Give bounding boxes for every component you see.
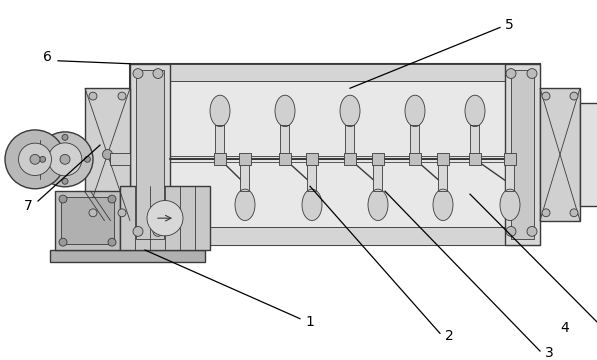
Bar <box>214 153 226 165</box>
Bar <box>110 153 130 165</box>
Circle shape <box>506 69 516 78</box>
Bar <box>279 153 291 165</box>
Bar <box>50 250 205 262</box>
Polygon shape <box>470 125 479 159</box>
Bar <box>50 152 55 167</box>
Circle shape <box>62 178 68 184</box>
Polygon shape <box>281 125 290 159</box>
Bar <box>130 64 540 81</box>
Bar <box>580 103 597 206</box>
Polygon shape <box>346 125 355 159</box>
Circle shape <box>133 226 143 236</box>
Circle shape <box>118 209 126 217</box>
Circle shape <box>506 226 516 236</box>
Text: 5: 5 <box>505 18 514 32</box>
Bar <box>469 153 481 165</box>
Ellipse shape <box>302 189 322 221</box>
Circle shape <box>59 238 67 246</box>
Text: 4: 4 <box>560 321 569 336</box>
Bar <box>130 228 540 245</box>
Circle shape <box>153 226 163 236</box>
Bar <box>540 88 580 221</box>
Circle shape <box>30 154 40 164</box>
Polygon shape <box>411 125 420 159</box>
Text: 1: 1 <box>305 315 314 329</box>
Circle shape <box>89 209 97 217</box>
Bar <box>130 64 540 245</box>
Ellipse shape <box>340 95 360 127</box>
Bar <box>55 191 120 250</box>
Polygon shape <box>506 159 515 191</box>
Bar <box>504 153 516 165</box>
Circle shape <box>5 130 65 189</box>
Ellipse shape <box>500 189 520 221</box>
Circle shape <box>527 69 537 78</box>
Circle shape <box>37 132 93 187</box>
Polygon shape <box>439 159 448 191</box>
Ellipse shape <box>465 95 485 127</box>
Circle shape <box>118 92 126 100</box>
Ellipse shape <box>368 189 388 221</box>
Circle shape <box>89 92 97 100</box>
Circle shape <box>62 134 68 140</box>
Text: 6: 6 <box>43 50 52 64</box>
Circle shape <box>542 209 550 217</box>
Circle shape <box>108 238 116 246</box>
Ellipse shape <box>30 132 50 186</box>
Ellipse shape <box>275 95 295 127</box>
Circle shape <box>103 149 112 159</box>
Circle shape <box>570 92 578 100</box>
Ellipse shape <box>433 189 453 221</box>
Circle shape <box>59 195 67 203</box>
Bar <box>505 64 540 245</box>
Bar <box>409 153 421 165</box>
Bar <box>239 153 251 165</box>
Bar <box>130 64 170 245</box>
Bar <box>511 69 534 239</box>
Polygon shape <box>374 159 383 191</box>
Polygon shape <box>241 159 250 191</box>
Circle shape <box>39 156 45 162</box>
Ellipse shape <box>235 189 255 221</box>
Circle shape <box>542 92 550 100</box>
Ellipse shape <box>405 95 425 127</box>
Circle shape <box>19 143 51 176</box>
Bar <box>437 153 449 165</box>
Text: 2: 2 <box>445 329 454 343</box>
Circle shape <box>527 226 537 236</box>
Text: 3: 3 <box>545 346 554 360</box>
Bar <box>61 197 114 244</box>
Circle shape <box>48 143 82 176</box>
Bar <box>344 153 356 165</box>
Polygon shape <box>307 159 316 191</box>
Circle shape <box>84 156 90 162</box>
Circle shape <box>153 69 163 78</box>
Bar <box>136 69 164 239</box>
Circle shape <box>108 195 116 203</box>
Ellipse shape <box>210 95 230 127</box>
Polygon shape <box>216 125 224 159</box>
Text: 7: 7 <box>24 199 33 213</box>
Circle shape <box>60 154 70 164</box>
Bar <box>170 81 505 228</box>
Bar <box>85 88 130 221</box>
Circle shape <box>147 201 183 236</box>
Circle shape <box>570 209 578 217</box>
Bar <box>372 153 384 165</box>
Circle shape <box>133 69 143 78</box>
Bar <box>306 153 318 165</box>
Bar <box>120 186 210 250</box>
